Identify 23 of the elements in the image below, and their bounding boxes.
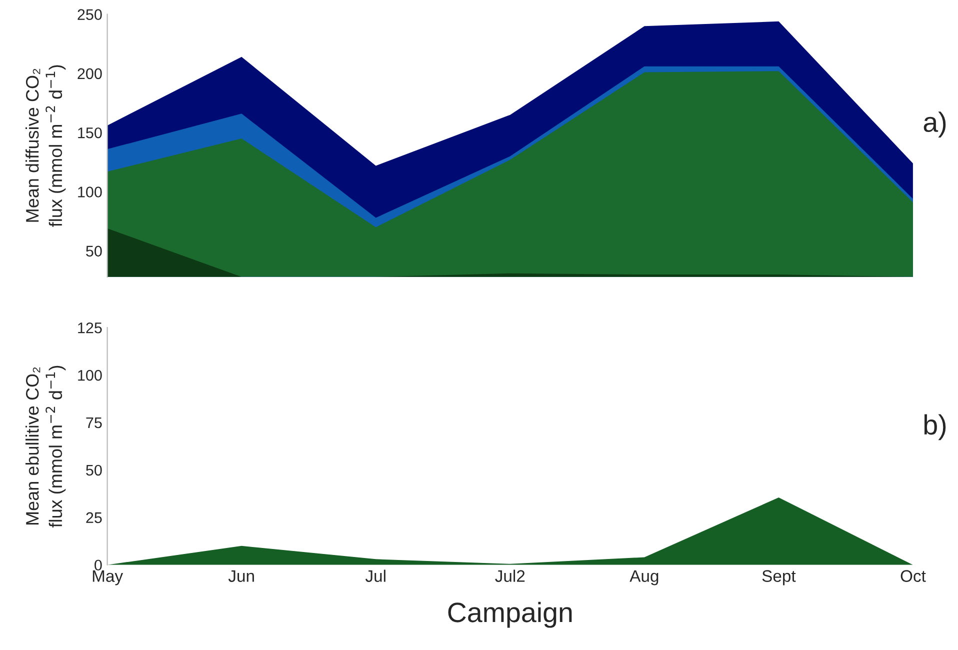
x-tick-label: Jul2 [495, 570, 525, 582]
y-tick-label: 250 [78, 9, 102, 20]
y-tick-label: 100 [78, 370, 102, 381]
y-tick-label: 50 [86, 464, 102, 476]
y-tick-label: 100 [78, 186, 102, 198]
y-tick-label: 125 [78, 322, 102, 334]
x-tick-label: May [92, 570, 124, 586]
x-tick-label: Oct [900, 570, 926, 582]
annotation: a) [924, 112, 946, 138]
x-axis-title: Campaign [448, 602, 572, 628]
x-tick-label: Jul [365, 570, 386, 582]
y-tick-label: 0 [94, 560, 102, 571]
y-axis-title: Mean diffusive CO₂ flux (mmol m$^{−2}$ d$^{−1}$) [25, 65, 66, 227]
y-tick-label: 200 [78, 68, 102, 80]
x-tick-label: Jun [228, 570, 254, 582]
y-axis-title: Mean ebullitive CO₂ flux (mmol m$^{−2}$ d$^{−1}$) [25, 366, 66, 528]
y-tick-label: 50 [86, 246, 102, 257]
x-tick-label: Aug [630, 570, 658, 586]
y-tick-label: 150 [78, 127, 102, 138]
y-tick-label: 25 [86, 512, 102, 524]
annotation: b) [924, 414, 946, 440]
x-tick-label: Sept [762, 570, 796, 586]
y-tick-label: 75 [86, 418, 102, 428]
